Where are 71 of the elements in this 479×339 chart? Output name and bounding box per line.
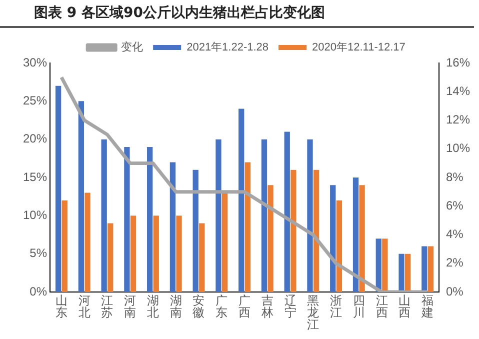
bar — [261, 139, 268, 292]
y-tick-label: 10% — [22, 208, 48, 222]
bar — [124, 146, 130, 292]
y-tick-label: 15% — [22, 170, 48, 184]
bar — [78, 101, 84, 292]
bar — [336, 200, 342, 292]
bar — [382, 238, 388, 292]
x-tick-label: 安徽 — [192, 293, 205, 320]
x-tick-label: 江西 — [376, 293, 388, 320]
bar — [428, 246, 434, 292]
bar — [307, 139, 313, 292]
legend-label: 变化 — [121, 40, 144, 54]
y2-tick-label: 8% — [446, 170, 464, 184]
bar — [244, 162, 250, 292]
x-tick-label: 河南 — [124, 293, 136, 320]
x-tick-label: 吉林 — [260, 293, 274, 320]
y2-tick-label: 14% — [446, 84, 470, 98]
bar — [313, 170, 320, 292]
bar — [130, 216, 136, 292]
bar — [170, 162, 176, 292]
bar — [330, 185, 336, 292]
bar — [398, 254, 404, 292]
bar — [404, 254, 411, 292]
x-tick-label: 山东 — [55, 293, 68, 320]
bar — [199, 223, 205, 292]
x-tick-label: 辽宁 — [284, 293, 296, 320]
bar — [376, 238, 382, 292]
bar — [284, 132, 290, 292]
bar — [238, 108, 244, 292]
legend-label: 2021年1.22-1.28 — [186, 42, 269, 54]
y2-tick-label: 6% — [446, 198, 464, 212]
bar — [108, 223, 114, 292]
bar — [176, 216, 182, 292]
y-tick-label: 25% — [22, 93, 48, 108]
chart-title: 图表 9 各区域90公斤以内生猪出栏占比变化图 — [0, 0, 474, 28]
bar — [101, 139, 107, 292]
bar — [192, 170, 198, 292]
y2-tick-label: 4% — [446, 227, 464, 242]
y-tick-label: 0% — [30, 284, 48, 298]
bar — [359, 185, 365, 292]
x-tick-label: 河北 — [78, 293, 90, 320]
x-tick-label: 黑龙江 — [307, 293, 320, 332]
y-tick-label: 5% — [30, 246, 48, 260]
bar — [268, 185, 274, 292]
x-tick-label: 江苏 — [101, 293, 114, 320]
y2-tick-label: 0% — [446, 284, 464, 298]
y2-tick-label: 16% — [446, 55, 470, 70]
bar — [55, 86, 62, 292]
x-tick-label: 浙江 — [330, 293, 342, 320]
y2-tick-label: 12% — [446, 112, 470, 127]
y2-tick-label: 2% — [446, 256, 464, 270]
bar — [147, 146, 153, 292]
y2-tick-label: 10% — [446, 141, 470, 156]
bar — [222, 192, 228, 292]
bar — [422, 246, 428, 292]
x-tick-label: 山西 — [398, 293, 411, 320]
bar — [216, 139, 222, 292]
bar — [62, 200, 68, 292]
y-tick-label: 20% — [22, 132, 48, 146]
legend-label: 2020年12.11-12.17 — [312, 42, 406, 54]
y-tick-label: 30% — [22, 55, 48, 70]
x-tick-label: 四川 — [352, 293, 365, 320]
x-tick-label: 湖北 — [146, 293, 159, 320]
bar — [153, 216, 159, 292]
bar — [352, 178, 359, 292]
bar — [290, 170, 296, 292]
x-tick-label: 湖南 — [170, 293, 182, 320]
x-tick-label: 福建 — [420, 293, 434, 320]
x-tick-label: 广东 — [216, 293, 228, 320]
x-tick-label: 广西 — [238, 293, 250, 320]
bar — [84, 192, 90, 292]
